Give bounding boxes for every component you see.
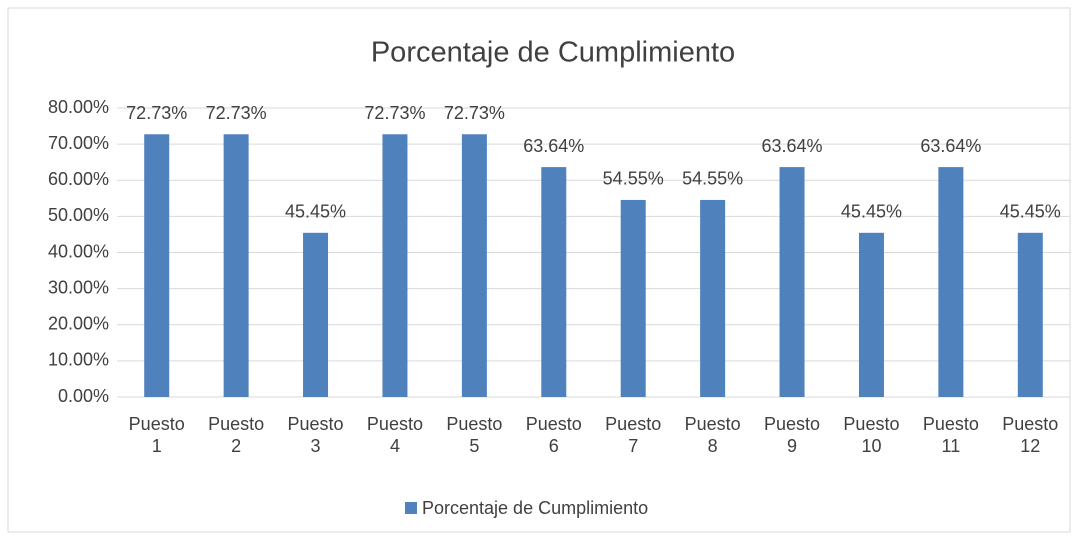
bar	[461, 134, 487, 397]
bar	[144, 134, 170, 397]
y-tick-label: 50.00%	[48, 205, 109, 225]
data-label: 63.64%	[523, 136, 584, 156]
x-tick-label: Puesto 4	[366, 414, 423, 456]
x-tick-label: Puesto 2	[208, 414, 265, 456]
data-label: 72.73%	[206, 103, 267, 123]
bar	[858, 232, 884, 397]
bar	[303, 232, 329, 397]
x-tick-label: Puesto 11	[922, 414, 979, 456]
bar	[541, 167, 567, 397]
x-tick-label: Puesto 12	[1002, 414, 1059, 456]
y-tick-label: 10.00%	[48, 350, 109, 370]
data-label: 45.45%	[841, 202, 902, 222]
x-tick-label: Puesto 3	[287, 414, 344, 456]
chart-title: Porcentaje de Cumplimiento	[371, 37, 735, 69]
y-tick-label: 20.00%	[48, 314, 109, 334]
x-tick-label: Puesto 5	[446, 414, 503, 456]
bar	[620, 199, 646, 397]
bar	[382, 134, 408, 397]
y-tick-label: 70.00%	[48, 133, 109, 153]
data-label: 72.73%	[126, 103, 187, 123]
legend-swatch	[405, 502, 417, 514]
bar	[779, 167, 805, 397]
x-tick-label: Puesto 7	[605, 414, 662, 456]
data-label: 54.55%	[682, 169, 743, 189]
y-tick-label: 30.00%	[48, 277, 109, 297]
data-label: 54.55%	[603, 169, 664, 189]
data-label: 63.64%	[762, 136, 823, 156]
y-tick-label: 60.00%	[48, 169, 109, 189]
data-label: 72.73%	[364, 103, 425, 123]
x-tick-label: Puesto 6	[525, 414, 582, 456]
x-tick-label: Puesto 1	[128, 414, 185, 456]
y-tick-label: 80.00%	[48, 97, 109, 117]
y-tick-label: 0.00%	[58, 386, 109, 406]
data-label: 72.73%	[444, 103, 505, 123]
x-tick-label: Puesto 8	[684, 414, 741, 456]
data-label: 63.64%	[920, 136, 981, 156]
x-tick-label: Puesto 10	[843, 414, 900, 456]
y-tick-label: 40.00%	[48, 241, 109, 261]
bar	[1017, 232, 1043, 397]
bar	[938, 167, 964, 397]
legend-label: Porcentaje de Cumplimiento	[422, 498, 648, 518]
bar	[700, 199, 726, 397]
chart-border	[7, 7, 1071, 533]
x-tick-label: Puesto 9	[764, 414, 821, 456]
data-label: 45.45%	[1000, 202, 1061, 222]
bar	[223, 134, 249, 397]
data-label: 45.45%	[285, 202, 346, 222]
